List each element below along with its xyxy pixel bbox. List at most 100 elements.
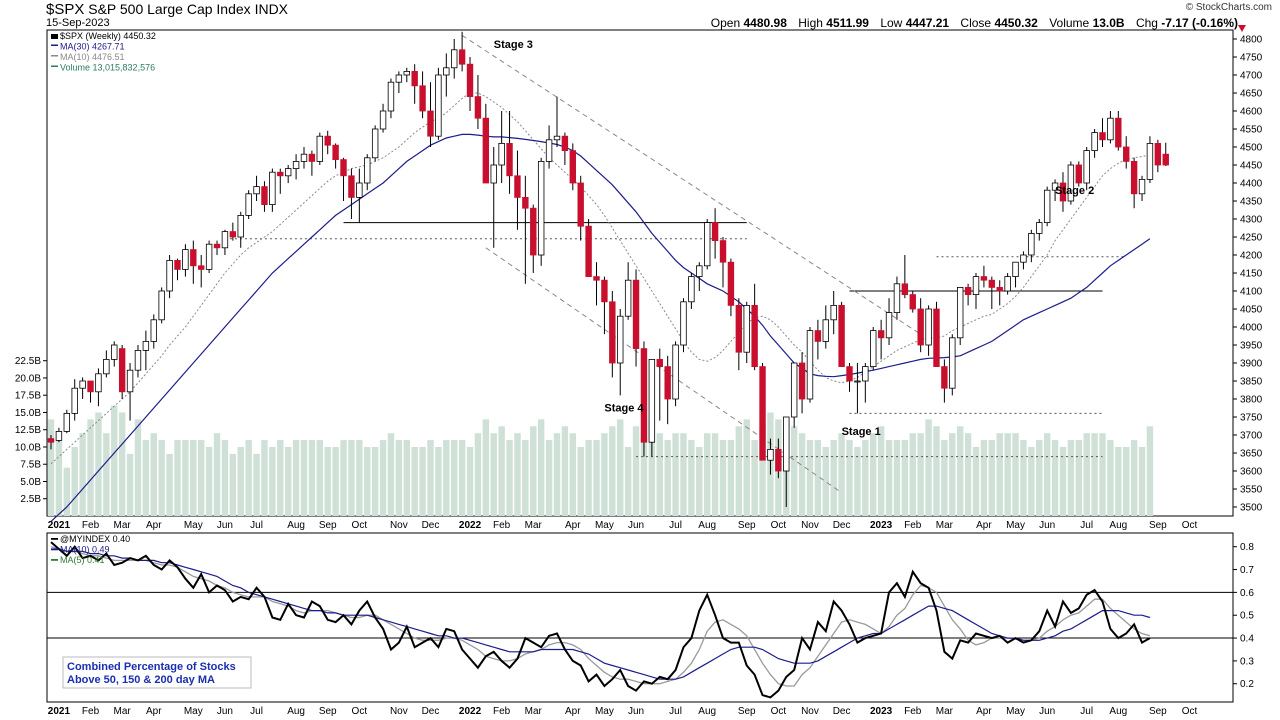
candle-body — [806, 330, 814, 400]
candle-body — [925, 308, 932, 346]
volume-value: 13.0B — [1092, 16, 1125, 30]
candle-body — [166, 259, 173, 292]
volume-bar — [1130, 440, 1138, 516]
candle-body — [103, 358, 110, 375]
candle-body — [427, 110, 434, 137]
price-tick-label: 3700 — [1240, 431, 1263, 442]
volume-bar — [909, 433, 916, 516]
candle-body — [498, 142, 505, 166]
candle-body — [292, 160, 300, 169]
volume-bar — [664, 440, 671, 516]
candle-body — [506, 142, 513, 177]
breadth-x-axis-label: Dec — [422, 706, 440, 717]
candle-body — [601, 279, 608, 303]
breadth-x-axis-label: Mar — [525, 706, 543, 717]
breadth-x-axis-label: Apr — [146, 706, 162, 717]
breadth-x-axis-label: Oct — [1182, 706, 1198, 717]
x-axis-label: Nov — [390, 520, 408, 531]
brand-watermark: © StockCharts.com — [1185, 2, 1272, 13]
volume-bar — [1146, 426, 1154, 516]
breadth-tick-label: 0.5 — [1240, 611, 1254, 622]
volume-bar — [261, 440, 268, 516]
breadth-x-axis-label: Nov — [801, 706, 819, 717]
breadth-x-axis-label: Jun — [1039, 706, 1055, 717]
candle-body — [1036, 222, 1043, 234]
volume-bar — [443, 440, 450, 516]
volume-bar — [830, 440, 837, 516]
volume-tick-label: 5.0B — [20, 477, 41, 488]
candle-body — [1123, 146, 1130, 162]
volume-bar — [118, 412, 126, 516]
volume-bar — [569, 433, 576, 516]
volume-bar — [743, 419, 750, 516]
x-axis-label: Nov — [801, 520, 819, 531]
price-tick-label: 3900 — [1240, 359, 1263, 370]
candle-body — [909, 294, 916, 310]
candle-body — [55, 430, 63, 441]
volume-bar — [1115, 446, 1122, 516]
breadth-ma5-line — [50, 546, 1151, 687]
volume-bar — [284, 446, 292, 516]
x-axis-label: Oct — [771, 520, 787, 531]
volume-bar — [1051, 440, 1059, 516]
volume-bar — [1075, 440, 1082, 516]
x-axis-label: Mar — [114, 520, 132, 531]
volume-bar — [522, 440, 529, 516]
price-tick-label: 4800 — [1240, 35, 1263, 46]
candle-body — [71, 387, 78, 414]
volume-bar — [87, 419, 94, 516]
candle-body — [545, 139, 553, 162]
volume-bar — [585, 440, 592, 516]
candle-body — [371, 128, 379, 159]
breadth-note-box — [62, 656, 252, 689]
candle-body — [822, 319, 829, 342]
volume-bar — [656, 433, 663, 516]
candle-body — [308, 153, 316, 162]
breadth-x-axis-label: Mar — [936, 706, 954, 717]
candle-body — [174, 259, 181, 270]
candle-body — [680, 301, 687, 346]
breadth-ma10-line — [51, 548, 1151, 680]
volume-bar — [47, 419, 55, 516]
candle-body — [577, 182, 584, 227]
candle-body — [395, 74, 403, 83]
candle-body — [1020, 254, 1027, 263]
candle-body — [814, 330, 822, 342]
candle-body — [1162, 153, 1169, 166]
volume-bar — [411, 446, 418, 516]
volume-bar — [1028, 446, 1035, 516]
stage-annotation: Stage 2 — [1055, 185, 1094, 197]
candle-body — [79, 380, 86, 389]
volume-bar — [798, 433, 806, 516]
volume-bar — [1043, 433, 1051, 516]
x-axis-label: Sep — [738, 520, 756, 531]
breadth-x-axis-label: May — [595, 706, 614, 717]
candle-body — [632, 279, 640, 350]
candle-body — [1028, 232, 1035, 256]
breadth-x-axis-label: Aug — [1109, 706, 1127, 717]
breadth-x-axis-label: Dec — [833, 706, 851, 717]
breadth-legend-swatch — [51, 559, 58, 561]
candle-body — [284, 168, 292, 177]
x-axis-label: Jul — [669, 520, 682, 531]
candle-body — [277, 171, 284, 177]
x-axis-label: 2021 — [48, 520, 71, 531]
volume-bar — [759, 426, 766, 516]
breadth-legend-entry: MA(5) 0.41 — [60, 555, 105, 565]
volume-bar — [332, 446, 339, 516]
volume-bar — [55, 440, 63, 516]
x-axis-label: Feb — [493, 520, 511, 531]
volume-bar — [814, 440, 822, 516]
x-axis-label: Mar — [525, 520, 543, 531]
candle-body — [379, 110, 387, 130]
volume-bar — [300, 440, 308, 516]
volume-bar — [174, 440, 181, 516]
candle-body — [150, 319, 157, 342]
candle-body — [340, 159, 347, 177]
volume-bar — [506, 440, 513, 516]
candle-body — [917, 308, 924, 346]
candle-body — [182, 249, 189, 270]
volume-bar — [1083, 433, 1090, 516]
candle-body — [530, 207, 537, 256]
